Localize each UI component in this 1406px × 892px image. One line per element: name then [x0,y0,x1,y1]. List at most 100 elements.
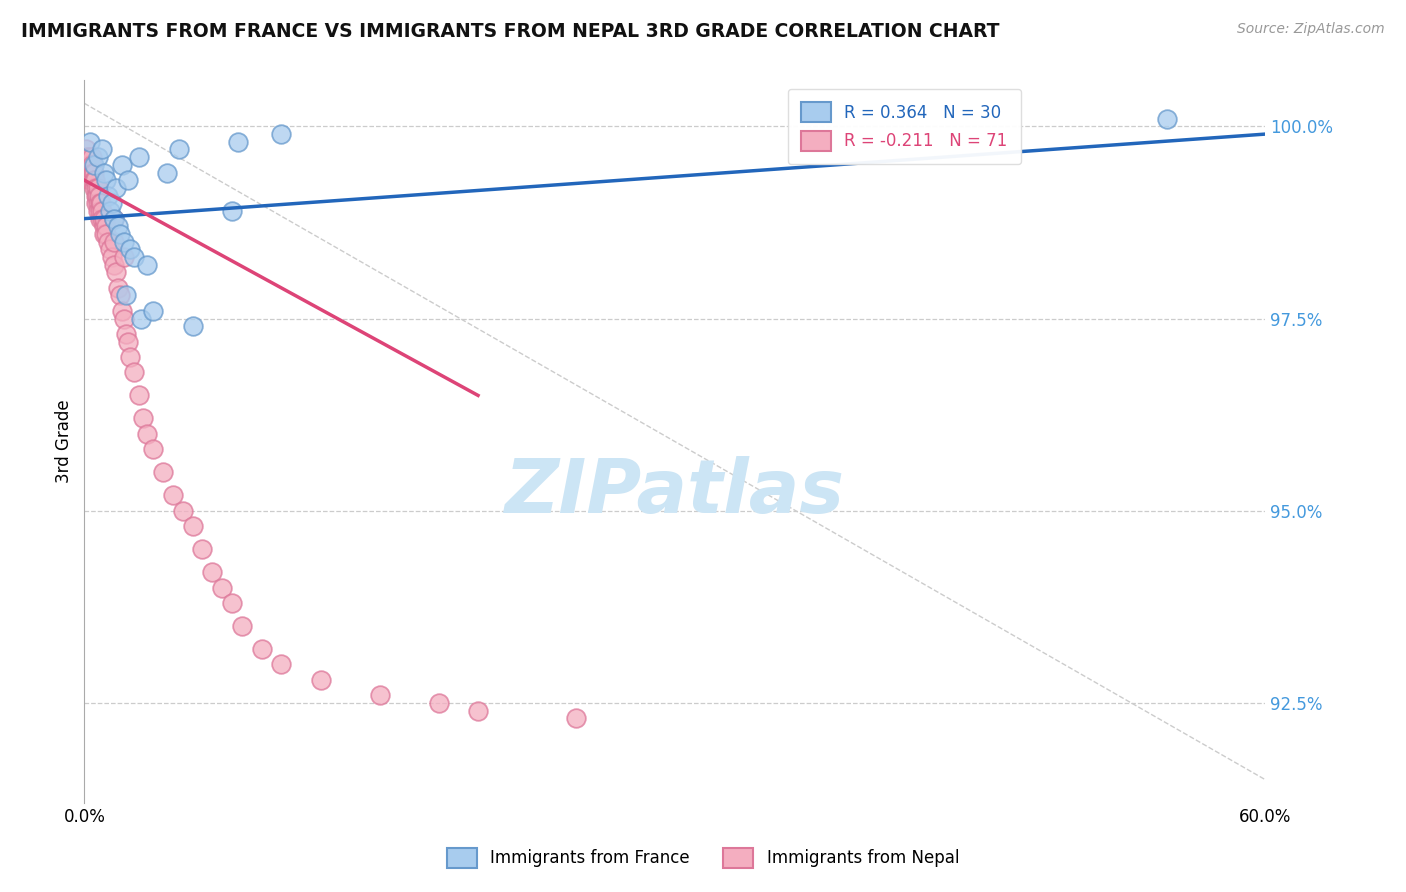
Point [77,158,100,172]
Point [221,203,243,218]
Point [270,657,292,672]
Point [87,181,110,195]
Point [89,203,111,218]
Point [84,196,107,211]
Point [114,288,136,302]
Point [87,188,111,202]
Point [101,196,124,211]
Y-axis label: 3rd Grade: 3rd Grade [55,400,73,483]
Point [107,219,129,234]
Point [93,165,115,179]
Point [111,158,134,172]
Point [87,203,110,218]
Point [91,143,114,157]
Point [79,158,101,172]
Point [191,542,214,557]
Point [112,311,135,326]
Point [97,235,120,249]
Point [111,304,134,318]
Point [108,288,131,302]
Point [565,711,588,725]
Point [101,250,124,264]
Text: Source: ZipAtlas.com: Source: ZipAtlas.com [1237,22,1385,37]
Point [270,127,292,141]
Point [83,181,105,195]
Point [79,135,101,149]
Point [93,211,115,226]
Point [103,211,125,226]
Point [84,173,107,187]
Point [80,165,103,179]
Point [152,465,174,479]
Point [128,150,150,164]
Point [91,211,114,226]
Point [79,173,101,187]
Point [94,219,117,234]
Point [128,388,150,402]
Point [122,250,145,264]
Point [76,150,98,164]
Point [122,365,145,379]
Point [89,211,111,226]
Point [167,143,190,157]
Point [201,565,224,579]
Point [221,596,243,610]
Point [97,188,120,202]
Point [93,227,115,241]
Point [1156,112,1178,126]
Point [117,334,139,349]
Point [142,304,165,318]
Point [104,181,127,195]
Point [83,158,105,172]
Point [98,203,121,218]
Text: ZIPatlas: ZIPatlas [505,456,845,529]
Point [89,196,111,211]
Point [82,165,104,179]
Point [103,235,125,249]
Point [103,258,125,272]
Point [250,642,273,657]
Point [87,150,110,164]
Point [82,150,104,164]
Point [172,504,194,518]
Point [181,519,204,533]
Point [156,165,179,179]
Point [107,281,129,295]
Point [87,196,110,211]
Point [83,173,105,187]
Point [94,173,117,187]
Point [427,696,450,710]
Point [226,135,249,149]
Point [98,243,121,257]
Point [77,165,100,179]
Legend: Immigrants from France, Immigrants from Nepal: Immigrants from France, Immigrants from … [440,841,966,875]
Point [142,442,165,457]
Point [94,227,117,241]
Point [91,203,114,218]
Point [83,165,105,179]
Point [114,326,136,341]
Point [467,704,489,718]
Point [84,181,107,195]
Point [118,243,141,257]
Point [93,219,115,234]
Point [84,188,107,202]
Point [368,688,391,702]
Point [90,196,112,211]
Point [118,350,141,364]
Point [103,211,125,226]
Point [86,188,108,202]
Point [112,235,135,249]
Point [132,411,155,425]
Point [79,150,101,164]
Point [117,173,139,187]
Point [82,158,104,172]
Text: IMMIGRANTS FROM FRANCE VS IMMIGRANTS FROM NEPAL 3RD GRADE CORRELATION CHART: IMMIGRANTS FROM FRANCE VS IMMIGRANTS FRO… [21,22,1000,41]
Point [136,426,159,441]
Point [104,265,127,279]
Legend: R = 0.364   N = 30, R = -0.211   N = 71: R = 0.364 N = 30, R = -0.211 N = 71 [787,88,1021,164]
Point [211,581,233,595]
Point [82,173,104,187]
Point [181,319,204,334]
Point [108,227,131,241]
